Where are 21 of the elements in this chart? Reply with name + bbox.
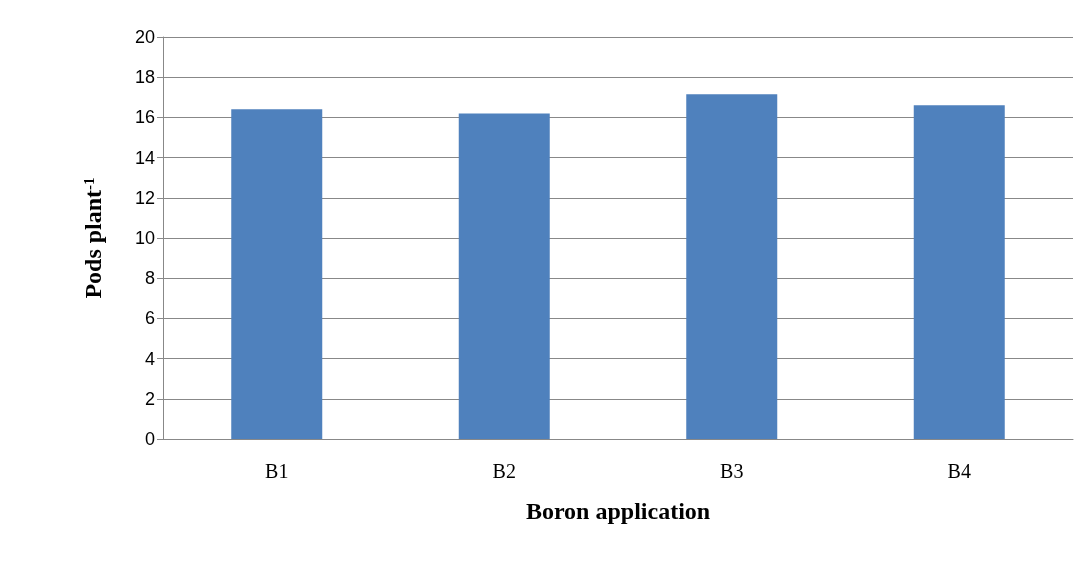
bar [686,94,778,439]
y-tick-label: 20 [134,27,155,47]
x-tick-label: B2 [492,460,516,482]
y-tick-label: 4 [144,348,155,369]
y-tick-label: 16 [134,107,155,128]
x-tick-label: B1 [265,460,289,482]
y-tick-label: 12 [134,187,155,208]
bar [913,105,1005,439]
y-tick-label: 14 [134,147,155,168]
y-tick-label: 18 [134,67,155,88]
y-tick-label: 6 [144,308,155,329]
x-tick-label: B3 [720,460,744,482]
y-tick-label: 8 [144,268,155,289]
y-tick-label: 2 [144,388,155,409]
bar [458,113,550,439]
y-tick-label: 0 [144,429,155,449]
y-tick-label: 10 [134,228,155,248]
bar [231,109,323,439]
x-tick-label: B4 [947,460,971,482]
y-axis-title: Pods plant-1 [80,177,106,299]
x-axis-title: Boron application [525,498,711,524]
